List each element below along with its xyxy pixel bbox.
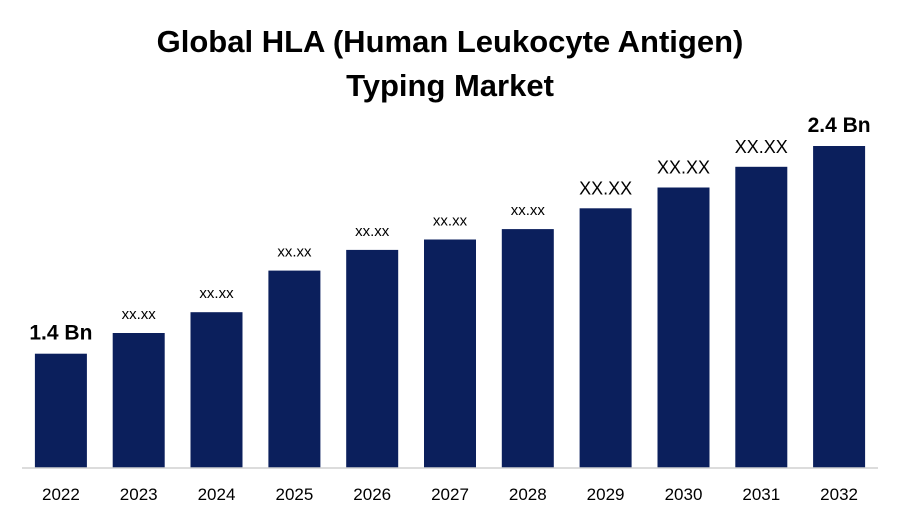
x-tick-label-2023: 2023	[120, 485, 158, 504]
bar-2031	[735, 166, 788, 469]
x-tick-label-2025: 2025	[275, 485, 313, 504]
x-tick-label-2024: 2024	[198, 485, 236, 504]
x-tick-label-2032: 2032	[820, 485, 858, 504]
bar-2023	[112, 333, 165, 468]
x-tick-label-2027: 2027	[431, 485, 469, 504]
bar-2029	[579, 208, 632, 469]
chart-title-line-2: Typing Market	[346, 68, 554, 103]
bar-2030	[657, 187, 710, 468]
data-label-2030: XX.XX	[657, 158, 710, 178]
data-label-2026: xx.xx	[355, 223, 390, 240]
bar-2028	[501, 229, 554, 468]
bars-group	[34, 146, 866, 469]
x-tick-label-2030: 2030	[665, 485, 703, 504]
data-label-2029: XX.XX	[579, 178, 632, 198]
data-label-2032: 2.4 Bn	[808, 114, 871, 137]
data-label-2024: xx.xx	[199, 285, 234, 302]
data-label-2022: 1.4 Bn	[29, 322, 92, 345]
x-tick-label-2028: 2028	[509, 485, 547, 504]
data-label-2027: xx.xx	[433, 213, 468, 230]
x-tick-label-2026: 2026	[353, 485, 391, 504]
data-label-2031: XX.XX	[735, 137, 788, 157]
chart-title-line-1: Global HLA (Human Leukocyte Antigen)	[157, 24, 744, 59]
x-tick-label-2031: 2031	[742, 485, 780, 504]
x-tick-label-2029: 2029	[587, 485, 625, 504]
bar-2022	[34, 353, 87, 468]
x-tick-labels-group: 2022 2023 2024 2025 2026 2027 2028 2029 2030 2031…	[42, 485, 858, 504]
data-label-2025: xx.xx	[277, 244, 312, 261]
bar-2025	[268, 270, 321, 468]
bar-2024	[190, 312, 243, 468]
x-tick-label-2022: 2022	[42, 485, 80, 504]
data-label-2028: xx.xx	[511, 202, 546, 219]
bar-2032	[813, 146, 866, 468]
bar-2026	[346, 249, 399, 468]
data-labels-group: 1.4 Bn xx.xx xx.xx xx.xx xx.xx xx.xx xx.xx XX.X…	[29, 114, 870, 345]
bar-2027	[424, 239, 476, 468]
data-label-2023: xx.xx	[122, 306, 157, 323]
